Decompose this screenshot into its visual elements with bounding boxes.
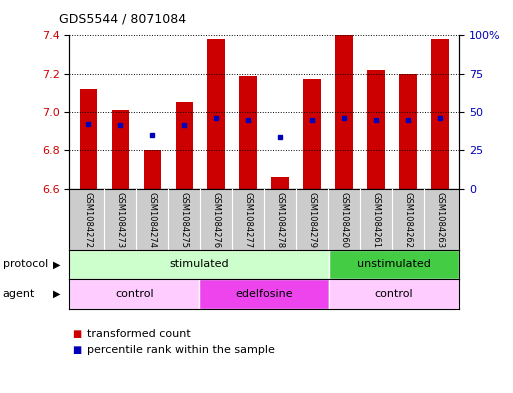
Text: unstimulated: unstimulated (357, 259, 431, 269)
Text: control: control (115, 289, 153, 299)
Bar (431, 39, 449, 189)
Bar (329, 279, 459, 309)
Bar (175, 103, 193, 189)
Text: GSM1084278: GSM1084278 (275, 192, 285, 248)
Bar (367, 70, 385, 189)
Bar (69, 250, 329, 279)
Text: GSM1084261: GSM1084261 (371, 192, 381, 248)
Bar (112, 110, 129, 189)
Bar (144, 151, 161, 189)
Bar (207, 39, 225, 189)
Text: GSM1084276: GSM1084276 (212, 192, 221, 248)
Text: ▶: ▶ (53, 289, 60, 299)
Text: GSM1084274: GSM1084274 (148, 192, 157, 248)
Text: transformed count: transformed count (87, 329, 191, 339)
Bar (399, 74, 417, 189)
Text: GSM1084273: GSM1084273 (116, 192, 125, 248)
Text: edelfosine: edelfosine (235, 289, 293, 299)
Text: GSM1084262: GSM1084262 (404, 192, 412, 248)
Text: ■: ■ (72, 345, 81, 355)
Bar (199, 279, 329, 309)
Text: GDS5544 / 8071084: GDS5544 / 8071084 (59, 13, 186, 26)
Text: control: control (375, 289, 413, 299)
Bar (240, 75, 257, 189)
Text: ■: ■ (72, 329, 81, 339)
Text: ▶: ▶ (53, 259, 60, 269)
Text: GSM1084260: GSM1084260 (340, 192, 349, 248)
Bar (80, 89, 97, 189)
Text: stimulated: stimulated (169, 259, 229, 269)
Bar (303, 79, 321, 189)
Bar (336, 35, 353, 189)
Text: GSM1084279: GSM1084279 (308, 192, 317, 248)
Bar (69, 279, 199, 309)
Bar (329, 250, 459, 279)
Text: GSM1084272: GSM1084272 (84, 192, 93, 248)
Text: percentile rank within the sample: percentile rank within the sample (87, 345, 275, 355)
Text: GSM1084263: GSM1084263 (436, 192, 444, 248)
Text: protocol: protocol (3, 259, 48, 269)
Text: agent: agent (3, 289, 35, 299)
Bar (271, 177, 289, 189)
Text: GSM1084275: GSM1084275 (180, 192, 189, 248)
Text: GSM1084277: GSM1084277 (244, 192, 253, 248)
